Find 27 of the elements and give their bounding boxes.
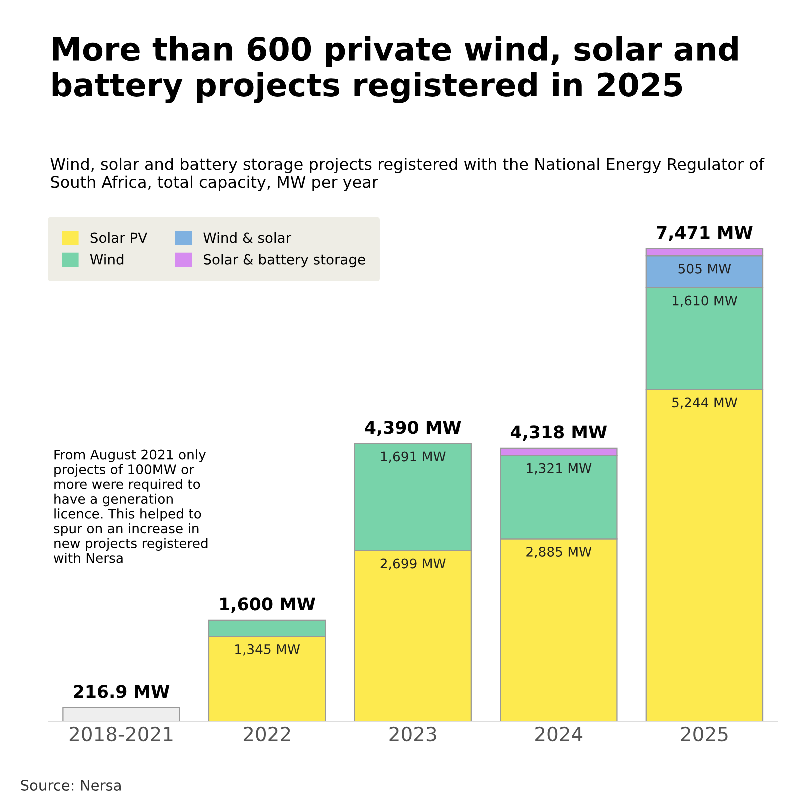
total-label: 7,471 MW [657,226,753,242]
legend-label: Solar & battery storage [204,254,366,268]
x-tick-label: 2025 [681,726,728,742]
legend-label: Wind [90,254,124,265]
data-label: 5,244 MW [672,398,738,410]
bar [62,707,180,722]
total-label: 216.9 MW [74,685,170,698]
data-label: 505 MW [678,264,732,274]
data-label: 1,610 MW [672,296,738,308]
total-label: 4,318 MW [510,426,608,441]
total-label: 4,390 MW [365,421,462,436]
data-label: 2,885 MW [526,546,592,558]
chart-subtitle: Wind, solar and battery storage projects registered with the National Energy Regulator of South Africa, total capacity, MW per year [50,158,765,192]
legend-label: Solar PV [90,232,148,244]
x-tick-label: 2024 [536,726,583,742]
legend-label: Wind & solar [204,232,292,244]
chart-title: More than 600 private wind, solar and battery projects registered in 2025 [52,36,738,104]
total-label: 1,600 MW [220,598,316,613]
x-tick-label: 2022 [244,726,290,742]
data-label: 1,691 MW [381,452,446,464]
data-label: 1,345 MW [236,644,300,656]
x-tick-label: 2023 [390,726,436,742]
source-note: Source: Nersa [21,780,121,791]
x-tick-label: 2018-2021 [70,726,173,742]
data-label: 1,321 MW [527,463,592,475]
annotation: From August 2021 only projects of 100MW or more were required to have a generation licence. This helped to spur on an increase in new projects registered with Nersa [54,450,208,564]
data-label: 2,699 MW [380,558,446,570]
